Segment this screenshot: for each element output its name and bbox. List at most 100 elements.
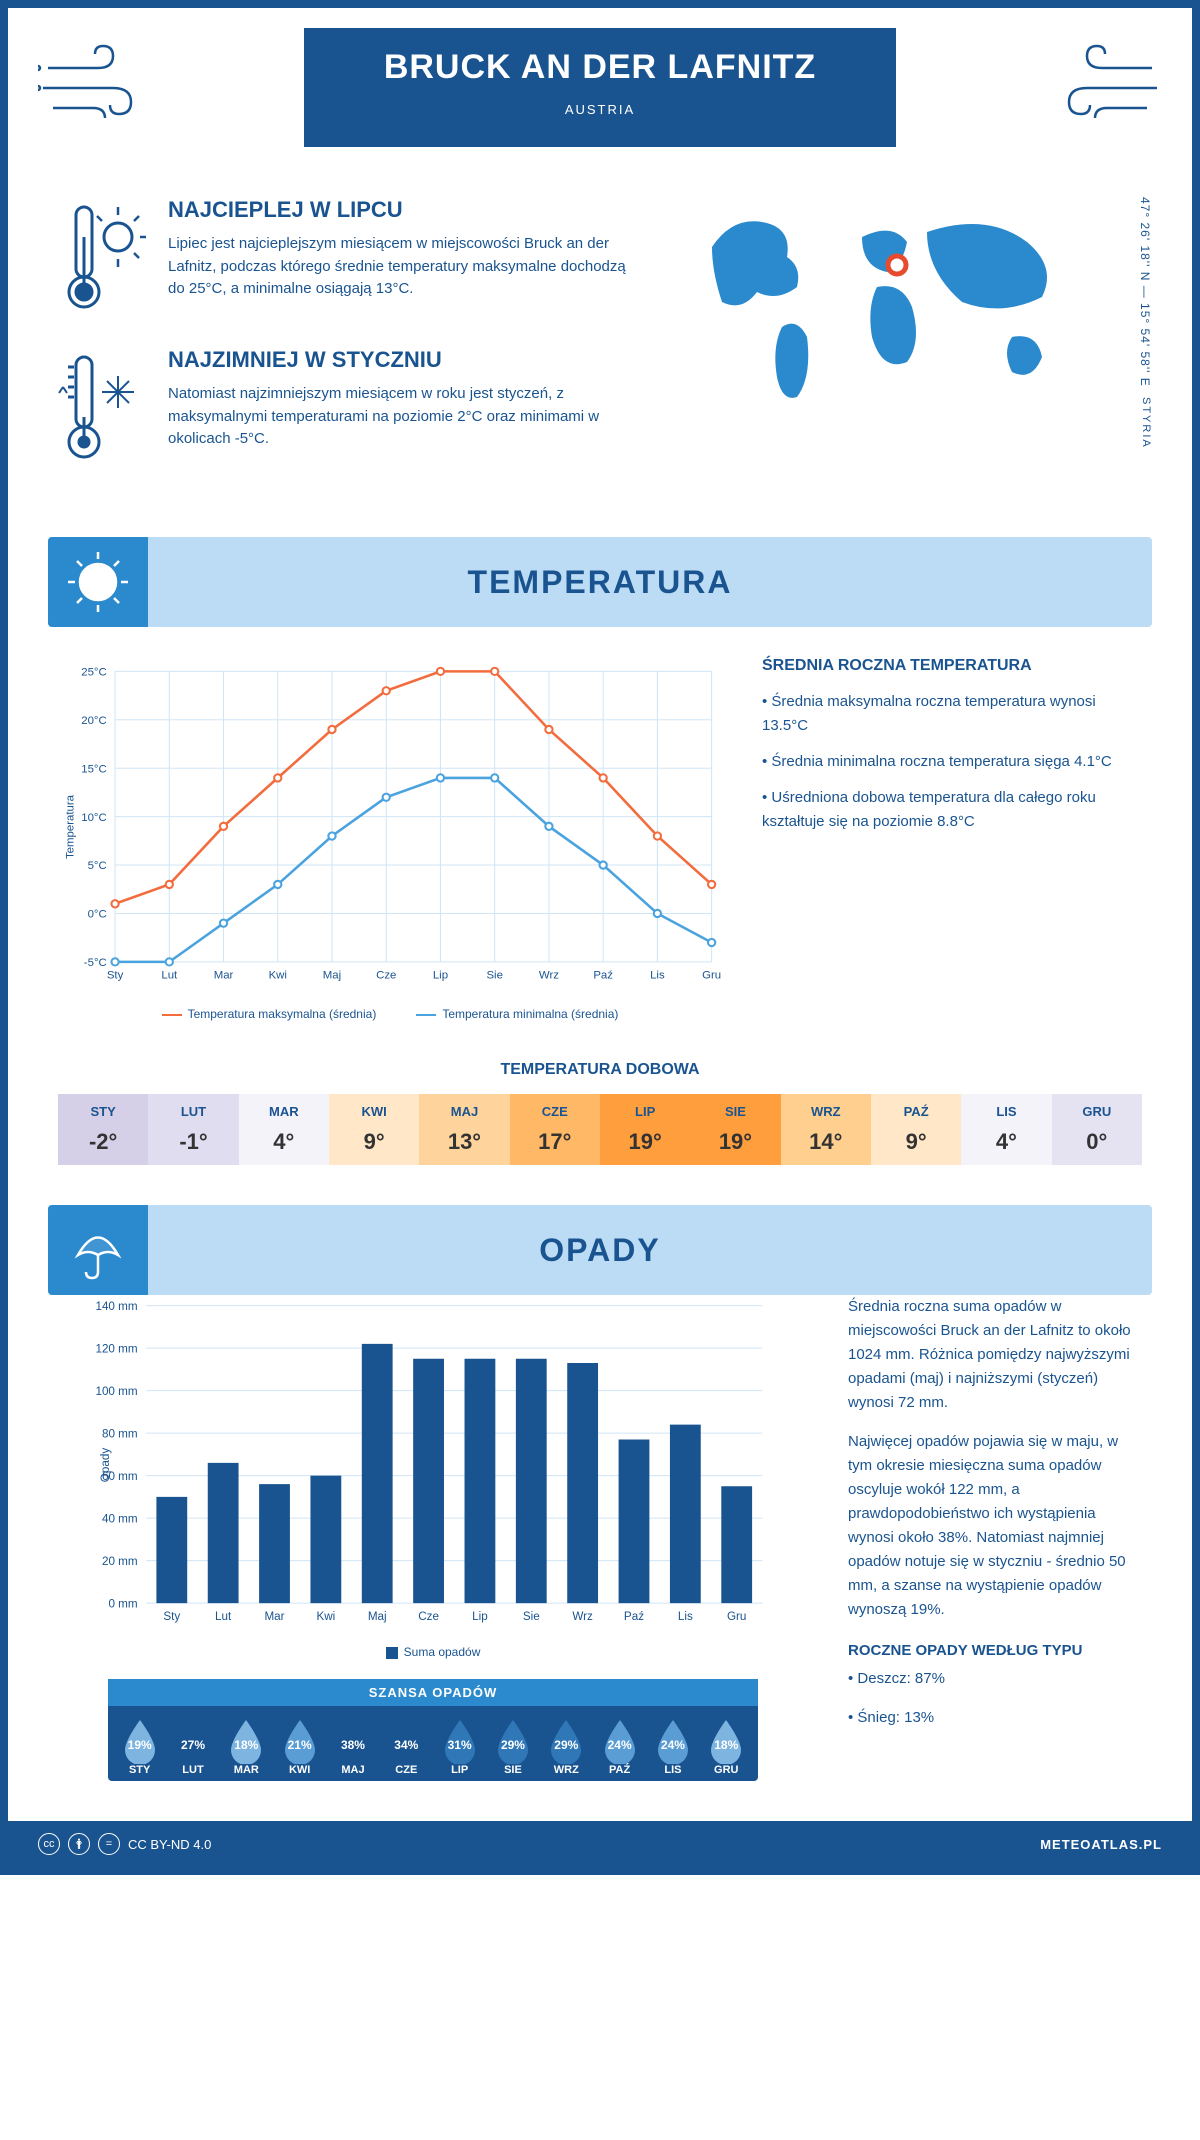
svg-text:Mar: Mar (264, 1610, 284, 1623)
svg-text:Lut: Lut (161, 969, 178, 981)
szansa-title: SZANSA OPADÓW (108, 1679, 758, 1706)
svg-text:-5°C: -5°C (84, 957, 107, 969)
cold-text: Natomiast najzimniejszym miesiącem w rok… (168, 383, 642, 451)
svg-text:Gru: Gru (702, 969, 721, 981)
svg-text:Lis: Lis (678, 1610, 693, 1623)
dobowa-cells: STY-2°LUT-1°MAR4°KWI9°MAJ13°CZE17°LIP19°… (58, 1094, 1142, 1165)
drop: 29% SIE (492, 1716, 534, 1776)
drop: 24% LIS (652, 1716, 694, 1776)
svg-text:Lip: Lip (433, 969, 448, 981)
umbrella-icon (68, 1220, 128, 1280)
typy-title: ROCZNE OPADY WEDŁUG TYPU (848, 1642, 1142, 1659)
svg-text:80 mm: 80 mm (102, 1427, 138, 1440)
section-opady: OPADY (48, 1205, 1152, 1295)
svg-text:Mar: Mar (214, 969, 234, 981)
drop: 29% WRZ (545, 1716, 587, 1776)
svg-text:Sie: Sie (486, 969, 503, 981)
drop: 18% MAR (225, 1716, 267, 1776)
svg-text:140 mm: 140 mm (95, 1300, 137, 1313)
svg-text:Kwi: Kwi (316, 1610, 335, 1623)
wind-icon-right (1032, 38, 1162, 128)
svg-text:Sty: Sty (107, 969, 124, 981)
temperatura-title: TEMPERATURA (148, 564, 1152, 601)
month-cell: SIE19° (690, 1094, 780, 1165)
city-title: BRUCK AN DER LAFNITZ (384, 48, 816, 87)
country-label: AUSTRIA (384, 102, 816, 117)
thermometer-cold-icon (58, 347, 148, 467)
legend-max: Temperatura maksymalna (średnia) (162, 1007, 377, 1021)
opady-text2: Najwięcej opadów pojawia się w maju, w t… (848, 1430, 1142, 1622)
drop: 31% LIP (439, 1716, 481, 1776)
svg-text:20 mm: 20 mm (102, 1555, 138, 1568)
footer: cc 🛉 = CC BY-ND 4.0 METEOATLAS.PL (8, 1821, 1192, 1867)
svg-text:Cze: Cze (376, 969, 396, 981)
avg-temp-b1: • Średnia maksymalna roczna temperatura … (762, 690, 1142, 738)
month-cell: PAŹ9° (871, 1094, 961, 1165)
svg-text:Paź: Paź (624, 1610, 644, 1623)
month-cell: STY-2° (58, 1094, 148, 1165)
header: BRUCK AN DER LAFNITZ AUSTRIA (8, 8, 1192, 177)
drop: 27% LUT (172, 1716, 214, 1776)
warm-text: Lipiec jest najcieplejszym miesiącem w m… (168, 233, 642, 301)
svg-text:Lis: Lis (650, 969, 665, 981)
drop: 34% CZE (385, 1716, 427, 1776)
wind-icon-left (38, 38, 168, 128)
svg-text:5°C: 5°C (88, 860, 107, 872)
sun-icon (63, 547, 133, 617)
avg-temp-b3: • Uśredniona dobowa temperatura dla całe… (762, 786, 1142, 834)
svg-text:120 mm: 120 mm (95, 1342, 137, 1355)
coordinates: 47° 26' 18'' N — 15° 54' 58'' E (1138, 197, 1152, 387)
svg-text:0°C: 0°C (88, 909, 107, 921)
svg-text:Cze: Cze (418, 1610, 439, 1623)
brand: METEOATLAS.PL (1040, 1837, 1162, 1852)
svg-text:Kwi: Kwi (269, 969, 287, 981)
section-temperatura: TEMPERATURA (48, 537, 1152, 627)
month-cell: LUT-1° (148, 1094, 238, 1165)
title-banner: BRUCK AN DER LAFNITZ AUSTRIA (304, 28, 896, 147)
svg-text:Wrz: Wrz (572, 1610, 593, 1623)
svg-text:20°C: 20°C (81, 715, 106, 727)
svg-text:15°C: 15°C (81, 763, 106, 775)
cold-title: NAJZIMNIEJ W STYCZNIU (168, 347, 642, 373)
svg-text:Lut: Lut (215, 1610, 232, 1623)
svg-text:Lip: Lip (472, 1610, 488, 1623)
opady-text1: Średnia roczna suma opadów w miejscowośc… (848, 1295, 1142, 1415)
precipitation-chart: 0 mm20 mm40 mm60 mm80 mm100 mm120 mm140 … (58, 1295, 808, 1635)
month-cell: LIP19° (600, 1094, 690, 1165)
typy-b2: • Śnieg: 13% (848, 1706, 1142, 1730)
license-text: CC BY-ND 4.0 (128, 1837, 211, 1852)
month-cell: GRU0° (1052, 1094, 1142, 1165)
drop: 18% GRU (705, 1716, 747, 1776)
svg-text:Sie: Sie (523, 1610, 540, 1623)
svg-text:Paź: Paź (593, 969, 613, 981)
szansa-box: SZANSA OPADÓW 19% STY 27% LUT 18% MAR 21… (108, 1679, 758, 1781)
svg-text:Wrz: Wrz (539, 969, 559, 981)
cc-icon: cc (38, 1833, 60, 1855)
warm-title: NAJCIEPLEJ W LIPCU (168, 197, 642, 223)
svg-text:10°C: 10°C (81, 812, 106, 824)
nd-icon: = (98, 1833, 120, 1855)
avg-temp-b2: • Średnia minimalna roczna temperatura s… (762, 750, 1142, 774)
svg-text:Sty: Sty (163, 1610, 180, 1623)
drop: 21% KWI (279, 1716, 321, 1776)
svg-text:Gru: Gru (727, 1610, 746, 1623)
avg-temp-title: ŚREDNIA ROCZNA TEMPERATURA (762, 657, 1142, 675)
by-icon: 🛉 (68, 1833, 90, 1855)
drop: 38% MAJ (332, 1716, 374, 1776)
svg-text:Maj: Maj (323, 969, 341, 981)
month-cell: MAR4° (239, 1094, 329, 1165)
svg-text:Opady: Opady (99, 1448, 112, 1483)
opady-title: OPADY (148, 1232, 1152, 1269)
dobowa-title: TEMPERATURA DOBOWA (8, 1061, 1192, 1079)
svg-text:Temperatura: Temperatura (65, 794, 77, 859)
month-cell: WRZ14° (781, 1094, 871, 1165)
legend-min: Temperatura minimalna (średnia) (416, 1007, 618, 1021)
world-map (682, 197, 1102, 427)
svg-text:25°C: 25°C (81, 667, 106, 679)
month-cell: MAJ13° (419, 1094, 509, 1165)
month-cell: CZE17° (510, 1094, 600, 1165)
svg-text:40 mm: 40 mm (102, 1512, 138, 1525)
svg-text:0 mm: 0 mm (108, 1597, 137, 1610)
svg-text:Maj: Maj (368, 1610, 387, 1623)
bar-legend: Suma opadów (58, 1645, 808, 1659)
